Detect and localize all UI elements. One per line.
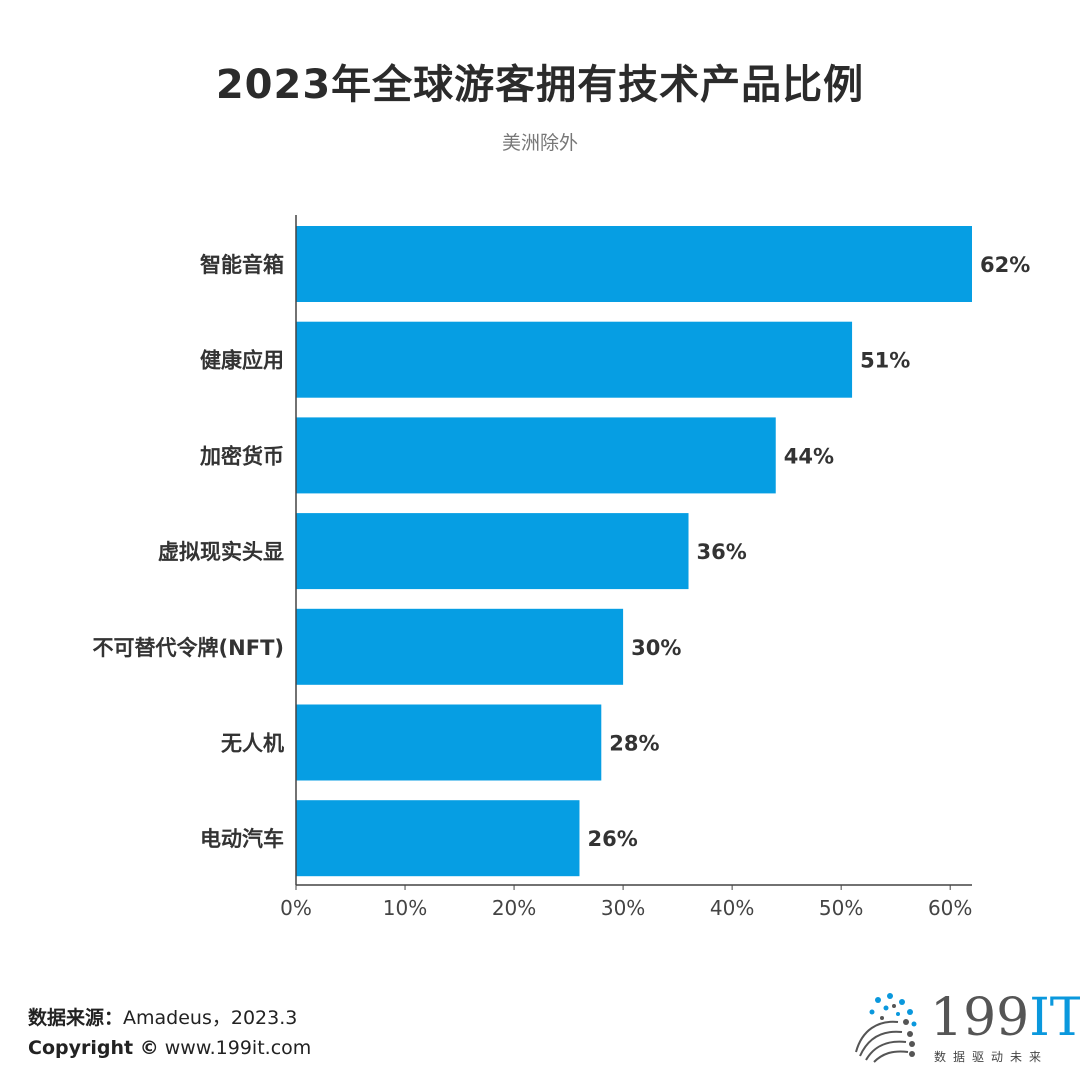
brand-logo-text: 199IT xyxy=(930,988,1080,1048)
bar-4 xyxy=(296,513,689,590)
x-tick-label: 60% xyxy=(928,896,972,920)
x-tick-label: 50% xyxy=(819,896,863,920)
bar-value-label: 30% xyxy=(631,636,681,660)
brand-logo-icon xyxy=(855,993,917,1063)
category-label: 不可替代令牌(NFT) xyxy=(93,636,284,660)
copyright-note: Copyright © www.199it.com xyxy=(28,1037,311,1059)
bar-value-label: 26% xyxy=(587,827,637,851)
category-label: 加密货币 xyxy=(199,444,284,468)
x-tick-label: 20% xyxy=(492,896,536,920)
source-note: 数据来源：Amadeus，2023.3 xyxy=(28,1003,297,1030)
chart-subtitle: 美洲除外 xyxy=(501,132,578,154)
x-tick-label: 0% xyxy=(280,896,312,920)
brand-tagline: 数据驱动未来 xyxy=(934,1050,1049,1064)
category-label: 健康应用 xyxy=(200,349,284,373)
bar-value-label: 62% xyxy=(980,253,1030,277)
category-label: 无人机 xyxy=(221,732,284,756)
source-value: Amadeus，2023.3 xyxy=(123,1007,298,1029)
bar-value-label: 44% xyxy=(784,444,834,468)
chart-title: 2023年全球游客拥有技术产品比例 xyxy=(215,62,865,108)
brand-logo-letters: IT xyxy=(1029,988,1080,1048)
source-label: 数据来源： xyxy=(28,1007,124,1029)
copyright-label: Copyright © xyxy=(28,1037,159,1059)
bar-2 xyxy=(296,321,853,398)
brand-logo-number: 199 xyxy=(930,988,1030,1048)
category-label: 智能音箱 xyxy=(200,253,284,277)
x-tick-label: 10% xyxy=(383,896,427,920)
bar-3 xyxy=(296,417,776,494)
bar-chart: 62% 智能音箱 51% 健康应用 44% 加密货币 36% 虚拟现实头显 30% 不可替代令牌(… xyxy=(93,215,1030,920)
bar-7 xyxy=(296,800,580,877)
bar-value-label: 51% xyxy=(860,349,910,373)
x-tick-label: 40% xyxy=(710,896,754,920)
category-label: 电动汽车 xyxy=(200,827,284,851)
category-label: 虚拟现实头显 xyxy=(158,540,284,564)
bar-6 xyxy=(296,704,602,781)
x-tick-label: 30% xyxy=(601,896,645,920)
copyright-url[interactable]: www.199it.com xyxy=(158,1037,312,1059)
bar-5 xyxy=(296,608,624,685)
bar-value-label: 36% xyxy=(697,540,747,564)
bar-value-label: 28% xyxy=(609,732,659,756)
bar-1 xyxy=(296,226,972,302)
